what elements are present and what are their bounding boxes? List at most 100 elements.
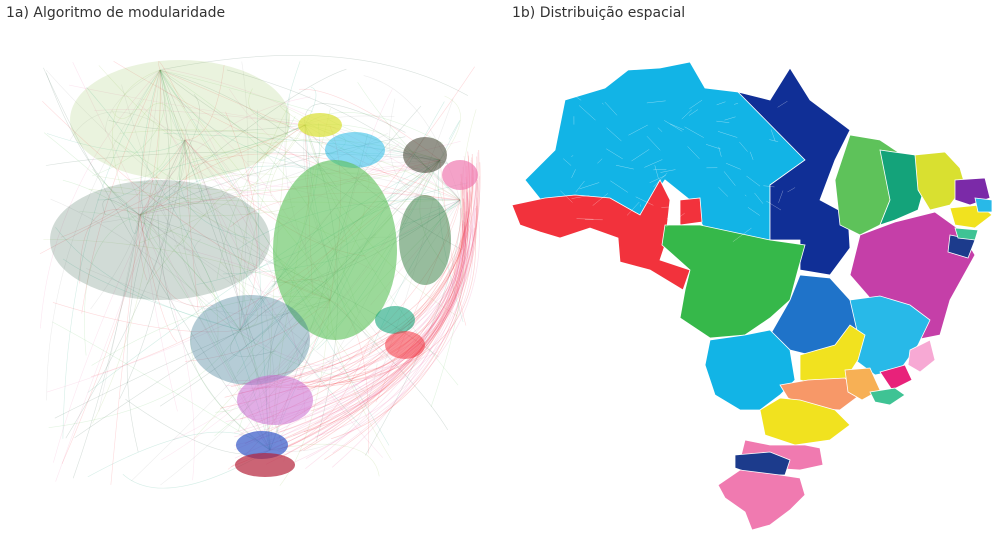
- network-edge: [102, 139, 187, 223]
- network-edge: [264, 220, 464, 447]
- network-edge: [159, 69, 259, 177]
- network-edge: [139, 214, 195, 481]
- network-edge: [91, 159, 441, 377]
- municipal-boundary-line: [597, 158, 603, 164]
- network-edge: [40, 69, 161, 329]
- network-edge: [94, 109, 306, 126]
- map-regions: [511, 61, 993, 531]
- network-edge: [184, 139, 259, 251]
- municipal-boundary-line: [716, 120, 730, 123]
- municipal-boundary-line: [734, 103, 739, 105]
- network-edge: [139, 68, 347, 216]
- network-edge: [124, 69, 172, 180]
- cluster-darkgreen-west: [50, 180, 270, 300]
- network-edge: [81, 69, 161, 314]
- cluster-red-south: [235, 453, 295, 477]
- network-edge: [310, 174, 464, 412]
- modularity-network-graph: [39, 55, 481, 489]
- region-mato-grosso: [661, 224, 806, 339]
- municipal-boundary-line: [606, 148, 623, 160]
- municipal-boundary-line: [649, 175, 666, 183]
- network-edge: [331, 163, 477, 468]
- network-edge: [226, 69, 461, 201]
- network-edge: [98, 69, 161, 412]
- municipal-boundary-line: [664, 120, 683, 132]
- network-edge: [159, 69, 313, 112]
- network-edge: [239, 177, 474, 394]
- network-edge: [48, 329, 241, 428]
- municipal-boundary-line: [635, 196, 654, 206]
- network-edge: [430, 199, 466, 407]
- network-edge: [139, 173, 273, 216]
- network-edge: [119, 69, 170, 399]
- municipal-boundary-line: [576, 218, 594, 220]
- network-edge: [239, 61, 249, 331]
- network-edge: [131, 159, 441, 482]
- network-edge: [139, 128, 191, 216]
- municipal-boundary-line: [579, 182, 600, 190]
- panel-a-title: 1a) Algoritmo de modularidade: [6, 5, 226, 21]
- municipal-boundary-line: [606, 127, 622, 142]
- municipal-boundary-line: [717, 131, 738, 138]
- network-edge: [292, 221, 480, 464]
- municipal-boundary-line: [677, 205, 679, 215]
- network-edge: [389, 98, 461, 201]
- network-edge: [139, 214, 214, 307]
- network-edge: [92, 69, 166, 177]
- municipal-boundary-line: [653, 169, 667, 171]
- network-edge: [193, 239, 241, 331]
- network-edge: [191, 124, 306, 160]
- network-edge: [252, 208, 476, 381]
- network-edge: [280, 183, 468, 458]
- network-edge: [46, 133, 186, 153]
- municipal-boundary-line: [560, 190, 573, 203]
- municipal-boundary-line: [770, 129, 776, 142]
- network-edge: [184, 119, 219, 157]
- municipal-boundary-line: [566, 89, 582, 101]
- network-edge: [139, 214, 219, 343]
- cluster-teal: [375, 306, 415, 334]
- municipal-boundary-line: [660, 169, 676, 173]
- network-edge: [306, 191, 468, 418]
- municipal-boundary-line: [732, 227, 752, 242]
- municipal-boundary-line: [723, 171, 736, 186]
- municipal-boundary-line: [575, 180, 585, 193]
- network-edge: [65, 139, 186, 439]
- network-edge: [234, 212, 471, 463]
- municipal-boundary-line: [766, 200, 782, 211]
- network-edge: [110, 214, 141, 485]
- network-edge: [305, 223, 465, 470]
- municipal-boundary-line: [571, 195, 590, 199]
- cluster-bluegreen-center: [190, 295, 310, 385]
- municipal-boundary-line: [610, 180, 628, 193]
- network-edge: [152, 139, 186, 274]
- region-red-small: [679, 197, 703, 226]
- municipal-boundary-line: [602, 102, 604, 105]
- network-edge: [305, 192, 469, 459]
- network-edge: [159, 69, 326, 172]
- municipal-boundary-line: [604, 101, 618, 116]
- network-edge: [303, 162, 481, 451]
- network-edge: [300, 184, 469, 388]
- network-edge: [69, 111, 186, 141]
- network-edge: [98, 65, 186, 141]
- network-edge: [146, 124, 306, 285]
- network-edge: [139, 124, 306, 244]
- network-edge: [160, 159, 441, 486]
- network-edge: [139, 94, 201, 216]
- network-edge: [55, 227, 241, 331]
- cluster-blue-south: [236, 431, 288, 459]
- network-edge: [270, 124, 306, 203]
- municipal-boundary-line: [628, 124, 648, 136]
- network-edge: [319, 229, 474, 418]
- network-edge: [225, 176, 481, 387]
- network-edge: [88, 188, 461, 203]
- network-edge: [191, 153, 461, 201]
- network-edge: [159, 55, 469, 96]
- network-edge: [139, 214, 342, 378]
- network-edge: [162, 68, 461, 201]
- municipal-boundary-line: [726, 163, 741, 170]
- panel-b-title: 1b) Distribuição espacial: [512, 5, 686, 21]
- network-edge: [68, 84, 306, 126]
- region-parana: [759, 397, 851, 446]
